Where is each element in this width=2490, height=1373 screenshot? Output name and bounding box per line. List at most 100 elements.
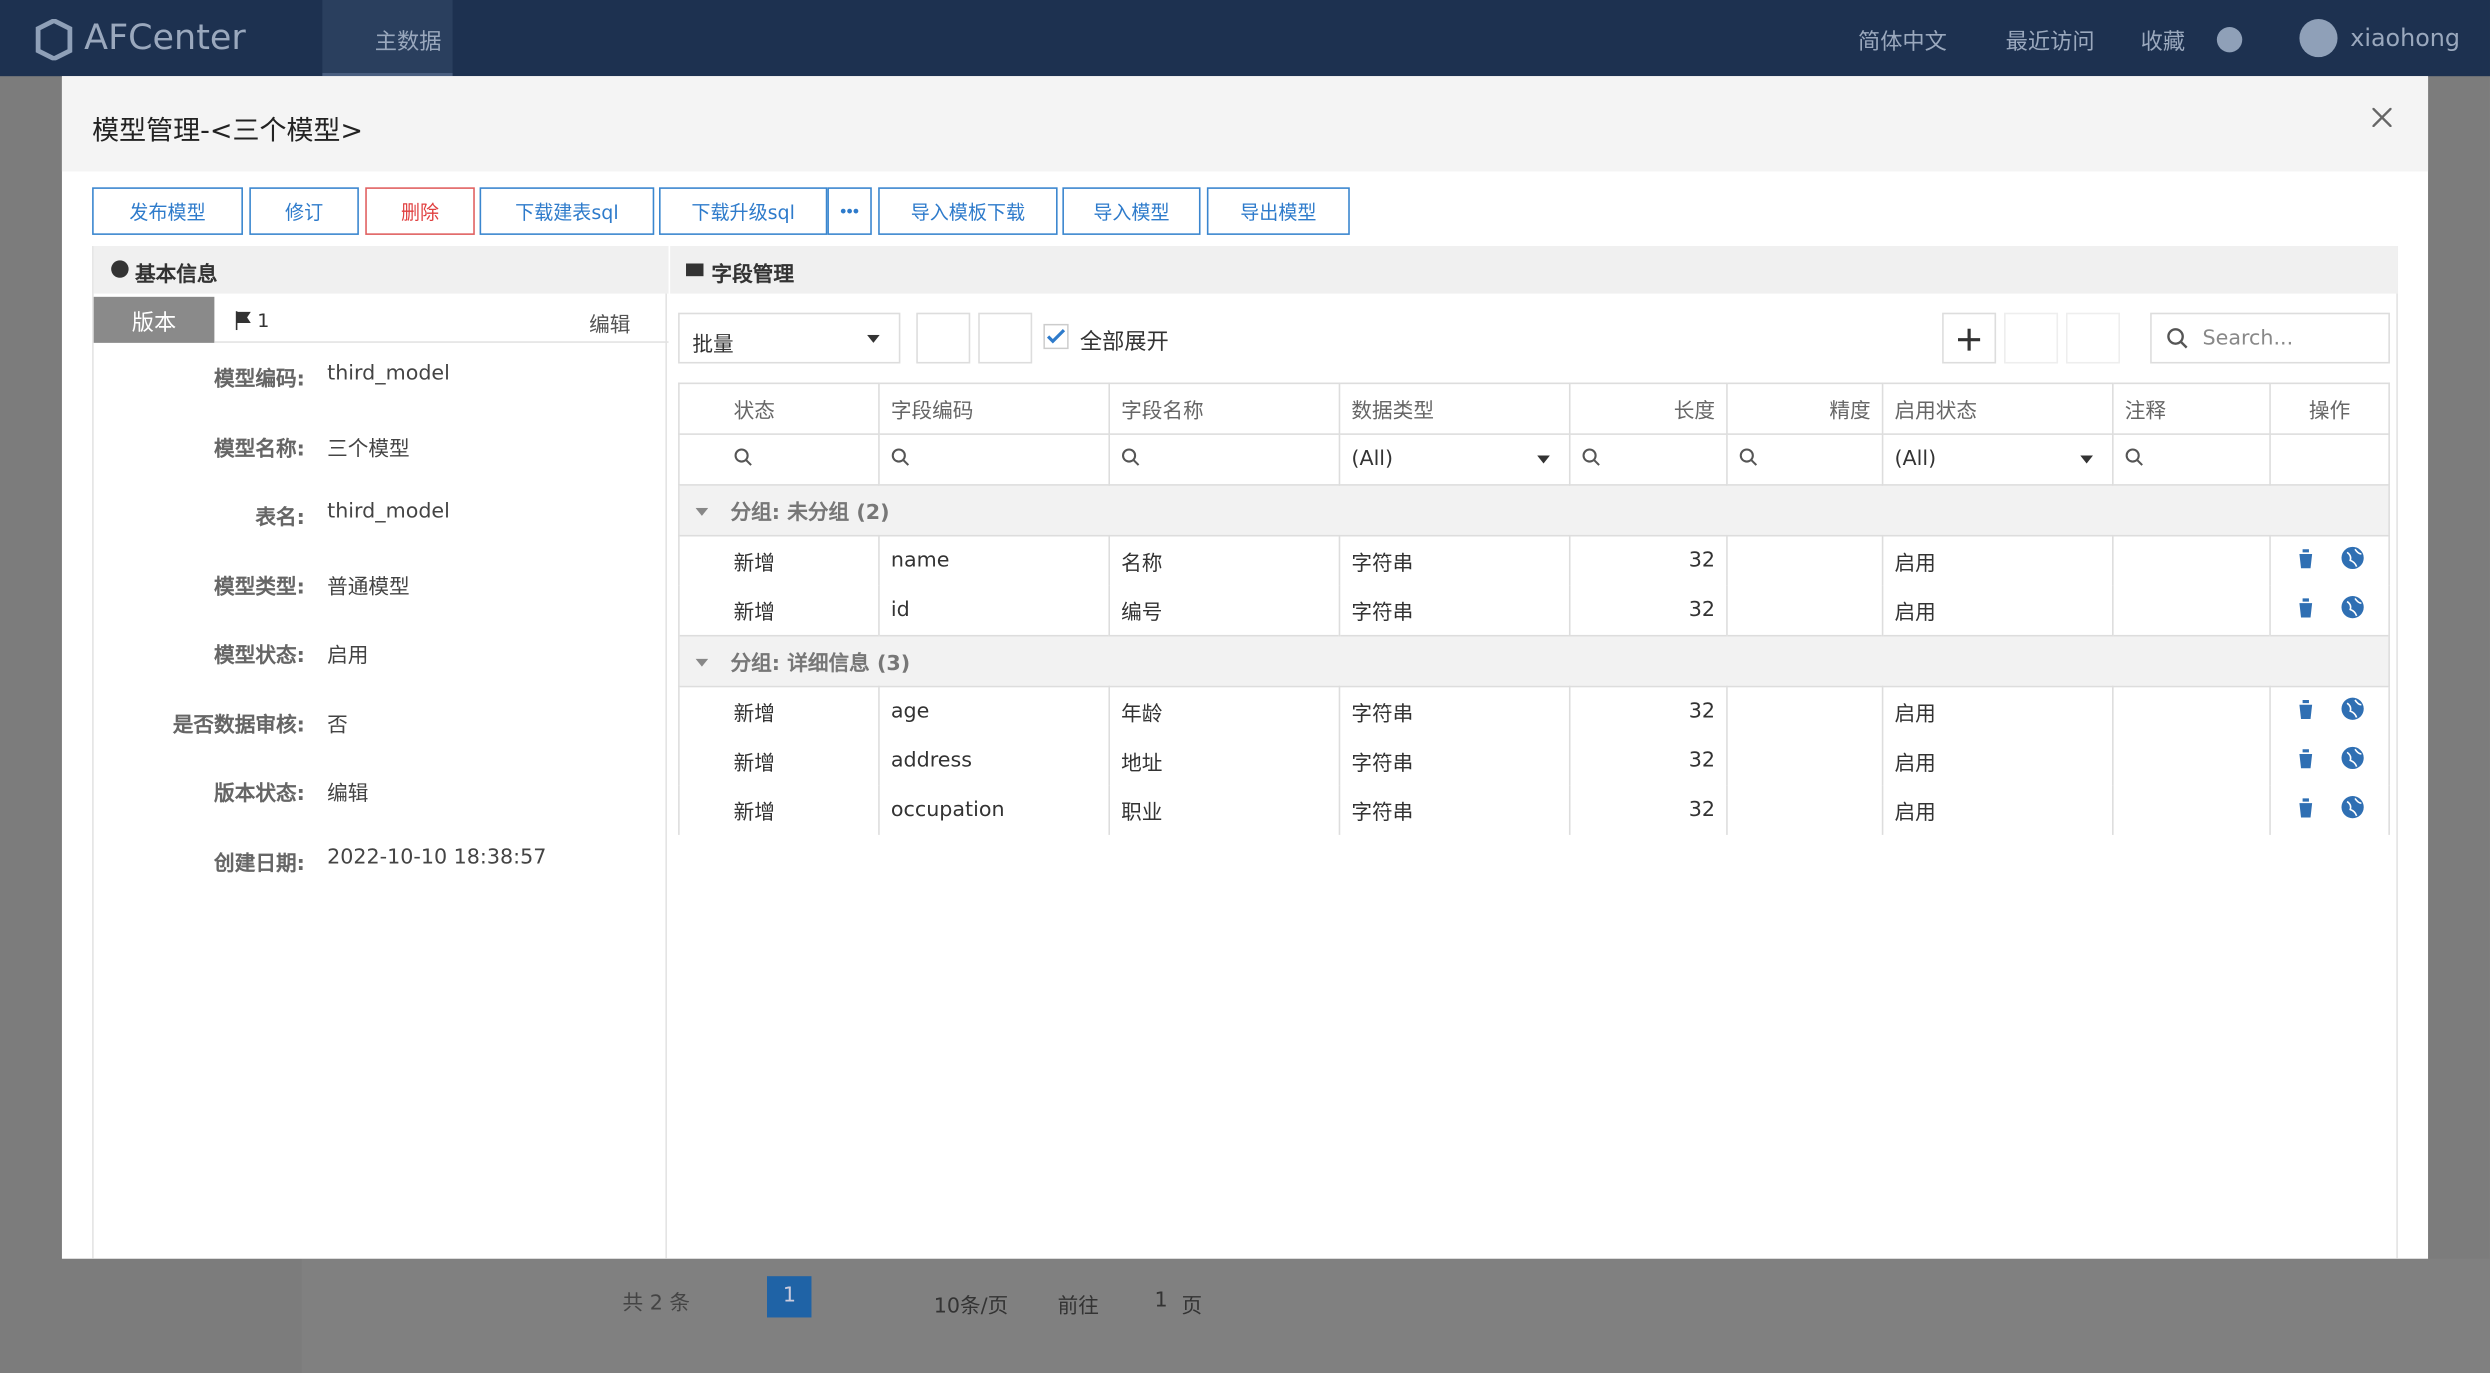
toolbar-button[interactable]: 删除 — [365, 187, 475, 235]
field-label: 模型类型: — [214, 575, 305, 600]
column-header: 长度 — [1568, 382, 1728, 435]
panel-title: 字段管理 — [711, 263, 795, 288]
icon-button[interactable] — [916, 312, 971, 364]
cell: 字符串 — [1338, 585, 1571, 636]
column-header: 数据类型 — [1338, 382, 1571, 435]
cell: 新增 — [678, 686, 880, 737]
field-label: 模型编码: — [214, 368, 305, 393]
page-number: 1 — [782, 1284, 797, 1308]
ops-cell — [2269, 585, 2390, 636]
filter-icon — [1122, 447, 1140, 466]
panel-icon — [686, 263, 704, 277]
page[interactable]: 1 — [767, 1276, 812, 1318]
delete-icon[interactable] — [2295, 548, 2317, 570]
filter-cell[interactable] — [1568, 433, 1728, 486]
edit-dropdown[interactable]: 编辑 — [589, 314, 631, 339]
undo-button[interactable] — [2065, 312, 2120, 364]
more-button[interactable] — [827, 187, 872, 235]
cell: 32 — [1568, 686, 1728, 737]
goto-page[interactable]: 1 — [1154, 1288, 1168, 1313]
nav-item[interactable]: 主数据 — [322, 0, 453, 77]
add-button[interactable] — [1942, 312, 1997, 364]
cell — [2112, 785, 2271, 835]
delete-icon[interactable] — [2295, 597, 2317, 619]
filter-all: (All) — [1351, 447, 1394, 472]
panel-header: 字段管理 — [670, 246, 2398, 294]
filter-cell[interactable] — [2112, 433, 2271, 486]
cell: occupation — [878, 785, 1111, 835]
close-button[interactable] — [2372, 107, 2392, 127]
cell: name — [878, 535, 1111, 586]
filter-select[interactable]: (All) — [1881, 433, 2114, 486]
toolbar-button[interactable]: 下载建表sql — [479, 187, 655, 235]
expand-all[interactable]: 全部展开 — [1079, 330, 1169, 356]
page-unit: 页 — [1181, 1295, 1203, 1320]
filter-cell[interactable] — [1726, 433, 1884, 486]
filter-cell — [2269, 433, 2390, 486]
delete-icon[interactable] — [2295, 698, 2317, 720]
version-tab-label: 版本 — [131, 311, 177, 337]
collapse-icon[interactable] — [695, 658, 709, 667]
ops-cell — [2269, 686, 2390, 737]
avatar[interactable] — [2299, 19, 2338, 58]
language[interactable]: 简体中文 — [1857, 30, 1947, 56]
column-header: 启用状态 — [1881, 382, 2114, 435]
ops-cell — [2269, 785, 2390, 835]
toolbar-button[interactable]: 发布模型 — [92, 187, 243, 235]
goto: 前往 — [1057, 1295, 1099, 1320]
cell: id — [878, 585, 1111, 636]
filter-cell[interactable] — [678, 433, 880, 486]
toolbar-button[interactable]: 下载升级sql — [659, 187, 828, 235]
icon-button[interactable] — [978, 312, 1033, 364]
cell: 编号 — [1108, 585, 1341, 636]
filter-select[interactable]: (All) — [1338, 433, 1571, 486]
field-value: 否 — [327, 713, 348, 738]
field-value: 普通模型 — [327, 575, 410, 600]
globe-icon[interactable] — [2340, 697, 2364, 721]
plus-icon — [1958, 328, 1981, 351]
panel-header: 基本信息 — [93, 246, 669, 294]
filter-cell[interactable] — [1108, 433, 1341, 486]
field-value: 启用 — [327, 644, 369, 669]
toolbar-button[interactable]: 修订 — [249, 187, 359, 235]
favorites[interactable]: 收藏 — [2140, 30, 2186, 56]
field-row: 新增 name 名称 字符串 32 启用 — [678, 535, 2390, 586]
globe-icon[interactable] — [2340, 546, 2364, 570]
toolbar-button[interactable]: 导入模型 — [1062, 187, 1201, 235]
collapse-icon[interactable] — [695, 507, 709, 516]
header-row: 状态 字段编码 字段名称 数据类型 长度 精度 启用状态 注释 操作 — [678, 382, 2390, 435]
modal-title: 模型管理-<三个模型> — [92, 115, 364, 148]
column-header: 字段名称 — [1108, 382, 1341, 435]
toolbar-button[interactable]: 导入模板下载 — [878, 187, 1058, 235]
filter-cell[interactable] — [878, 433, 1111, 486]
cell: 新增 — [678, 736, 880, 786]
delete-icon[interactable] — [2295, 748, 2317, 770]
background-area: 共 2 条 1 10条/页 前往 1 页 — [301, 1258, 2490, 1373]
save-button[interactable] — [2004, 312, 2059, 364]
search-box[interactable]: Search... — [2150, 312, 2390, 364]
ops-cell — [2269, 736, 2390, 786]
help-icon[interactable] — [2216, 26, 2243, 53]
batch-select[interactable]: 批量 — [678, 312, 901, 364]
field-value: third_model — [327, 499, 450, 524]
filter-row: (All) (All) — [678, 433, 2390, 486]
checkbox[interactable] — [1043, 323, 1069, 350]
user-name[interactable]: xiaohong — [2350, 23, 2461, 53]
flag-icon — [235, 311, 251, 331]
delete-icon[interactable] — [2295, 797, 2317, 819]
globe-icon[interactable] — [2340, 795, 2364, 819]
toolbar-button[interactable]: 导出模型 — [1206, 187, 1350, 235]
field-label: 创建日期: — [214, 851, 305, 876]
cell: 启用 — [1881, 535, 2114, 586]
recent[interactable]: 最近访问 — [2005, 30, 2095, 56]
globe-icon[interactable] — [2340, 746, 2364, 770]
cell: 启用 — [1881, 785, 2114, 835]
column-header: 注释 — [2112, 382, 2271, 435]
page-size[interactable]: 10条/页 — [933, 1295, 1009, 1320]
globe-icon[interactable] — [2340, 595, 2364, 619]
cell — [2112, 686, 2271, 737]
panel-title: 基本信息 — [134, 263, 218, 288]
cell: 年龄 — [1108, 686, 1341, 737]
version-tab[interactable]: 版本 — [93, 296, 215, 343]
group-label: 分组: 详细信息 (3) — [730, 652, 911, 677]
